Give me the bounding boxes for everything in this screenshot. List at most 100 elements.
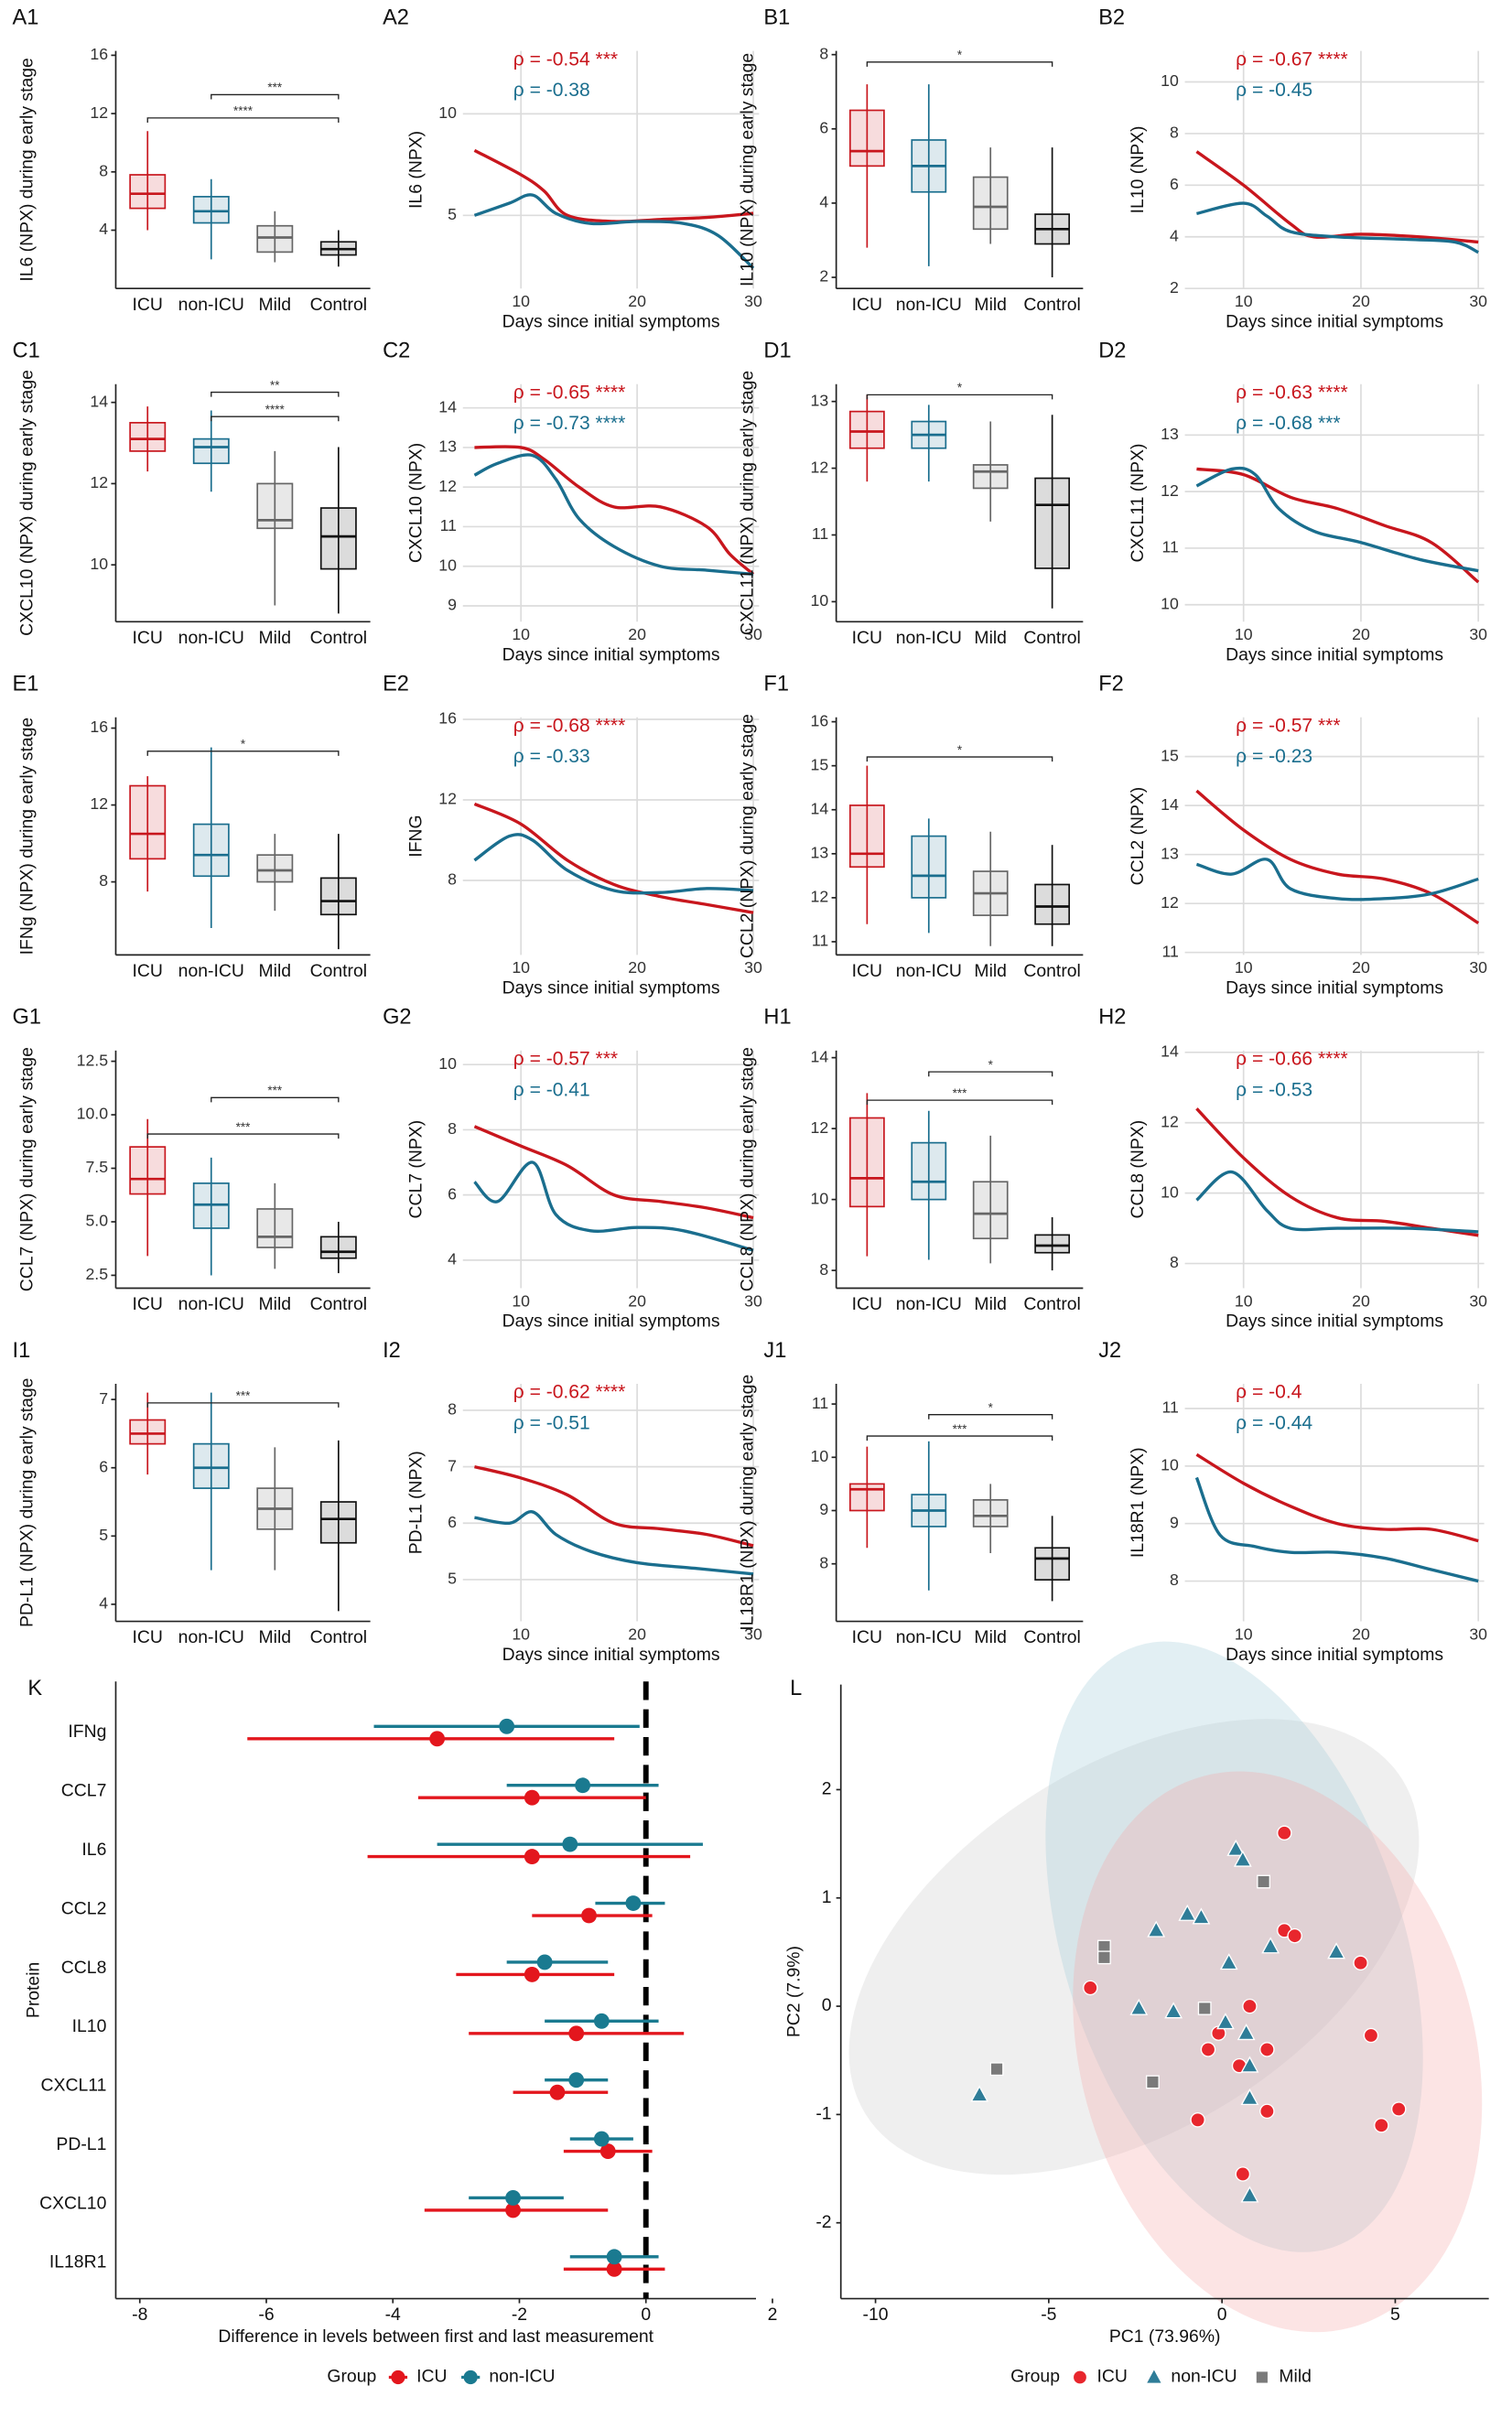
rho-annotation: ρ = -0.45 [1236, 80, 1312, 101]
y-axis-title: CCL2 (NPX) [1128, 787, 1148, 886]
y-tick-label: 8 [1170, 1571, 1179, 1589]
smooth-line [1195, 150, 1479, 244]
rho-annotation: ρ = -0.53 [1236, 1079, 1312, 1100]
rho-annotation: ρ = -0.54 *** [513, 49, 618, 70]
non-icu-ellipse [1045, 1641, 1423, 2252]
y-tick-label: 8 [819, 1553, 828, 1571]
box [848, 109, 885, 167]
panel-label: E1 [13, 672, 39, 696]
y-tick-label: 6 [448, 1513, 457, 1531]
y-tick-label: 11 [1161, 538, 1178, 556]
y-axis-title: Protein [23, 1962, 43, 2018]
y-axis-title: IL18R1 (NPX) during early stage [738, 1375, 758, 1631]
smooth-line [473, 802, 754, 914]
x-tick-label: Mild [974, 1294, 1007, 1314]
y-tick-label: 8 [448, 870, 457, 889]
x-axis-title: Days since initial symptoms [1226, 311, 1443, 331]
box [129, 174, 167, 210]
legend-label: non-ICU [1171, 2367, 1237, 2387]
y-tick-label: 12 [90, 473, 108, 491]
x-tick-label: 5 [1390, 2305, 1400, 2325]
y-tick-label: 2 [819, 267, 828, 286]
smooth-line [1195, 466, 1479, 573]
y-tick-label: 10 [1161, 71, 1179, 90]
y-tick-label: 8 [1170, 124, 1179, 142]
smooth-line [473, 453, 754, 577]
x-tick-label: non-ICU [178, 961, 244, 981]
y-tick-label: 9 [1170, 1513, 1179, 1531]
y-tick-label: 11 [812, 524, 828, 543]
panel-label: D2 [1098, 339, 1126, 362]
legend-title: Group [327, 2367, 376, 2387]
y-tick-label: 8 [448, 1119, 457, 1138]
smooth-line [473, 193, 755, 270]
panel-label: I1 [13, 1338, 31, 1362]
y-tick-label: 9 [819, 1500, 828, 1518]
legend-title: Group [1010, 2367, 1060, 2387]
y-tick-label: -2 [815, 2212, 831, 2232]
y-tick-label: 5.0 [85, 1212, 108, 1230]
x-tick-label: ICU [852, 295, 882, 315]
x-tick-label: 0 [641, 2305, 651, 2325]
point [1240, 2056, 1259, 2073]
panel-label: J2 [1098, 1338, 1121, 1362]
y-tick-label: 0 [822, 1995, 832, 2015]
x-axis-title: Days since initial symptoms [1226, 645, 1443, 665]
y-tick-label: 6 [448, 1184, 457, 1203]
y-tick-label: 14 [1161, 795, 1179, 814]
mean-point [593, 2013, 610, 2029]
rho-annotation: ρ = -0.38 [513, 80, 590, 101]
panel-label: F2 [1098, 672, 1124, 696]
y-tick-label: 16 [90, 45, 108, 63]
y-axis-title: PC2 (7.9%) [783, 1946, 804, 2037]
mean-point [524, 1966, 540, 1982]
x-tick-label: 20 [1352, 1625, 1370, 1643]
y-tick-label: 15 [1161, 746, 1179, 764]
x-tick-label: 30 [1469, 1625, 1487, 1643]
panel-label: E2 [383, 672, 409, 696]
y-axis-title: PD-L1 (NPX) during early stage [17, 1378, 38, 1627]
x-axis-title: Days since initial symptoms [1226, 1645, 1443, 1665]
mean-point [575, 1777, 591, 1794]
y-tick-label: IL10 [72, 2016, 107, 2036]
y-tick-label: 11 [1161, 942, 1178, 960]
y-tick-label: 10.0 [77, 1105, 109, 1123]
point [1083, 1980, 1098, 1996]
box [1034, 883, 1071, 925]
panel-label: H2 [1098, 1005, 1126, 1029]
x-tick-label: ICU [133, 295, 163, 315]
y-tick-label: 8 [99, 871, 108, 890]
rho-annotation: ρ = -0.41 [513, 1079, 590, 1100]
y-tick-label: 12.5 [77, 1051, 109, 1069]
y-tick-label: 11 [1161, 1398, 1178, 1417]
mean-point [524, 1849, 540, 1865]
x-tick-label: -2 [512, 2305, 527, 2325]
legend-label: Mild [1279, 2367, 1312, 2387]
y-tick-label: CCL2 [61, 1898, 107, 1918]
x-tick-label: ICU [133, 1627, 163, 1647]
panel-label: G2 [383, 1005, 411, 1029]
mean-point [568, 2072, 585, 2089]
y-axis-title: CXCL10 (NPX) during early stage [17, 370, 38, 636]
x-axis-title: Days since initial symptoms [502, 978, 720, 999]
panel-label: A1 [13, 5, 39, 28]
point [1240, 2186, 1259, 2203]
y-tick-label: 14 [438, 397, 457, 416]
x-tick-label: -8 [132, 2305, 147, 2325]
y-tick-label: 10 [1161, 1456, 1179, 1474]
significance-label: * [957, 49, 963, 62]
x-axis-title: Days since initial symptoms [502, 645, 720, 665]
y-axis-title: IL18R1 (NPX) [1128, 1447, 1148, 1558]
point [1237, 2023, 1256, 2041]
x-tick-label: 20 [628, 958, 646, 977]
rho-annotation: ρ = -0.57 *** [513, 1049, 618, 1070]
significance-bracket [146, 750, 340, 756]
x-tick-label: Mild [974, 1627, 1007, 1647]
mean-point [599, 2143, 616, 2159]
significance-label: **** [233, 104, 254, 118]
box [192, 1442, 230, 1489]
y-tick-label: 12 [90, 103, 108, 122]
x-tick-label: Mild [259, 1627, 292, 1647]
y-tick-label: 12 [1161, 893, 1179, 912]
point [1261, 1937, 1280, 1954]
